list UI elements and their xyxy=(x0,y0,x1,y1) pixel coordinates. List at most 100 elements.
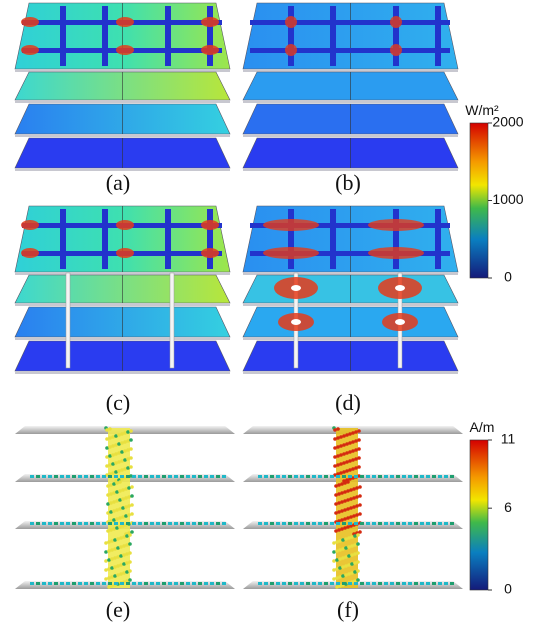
vector-dot xyxy=(384,475,388,478)
vector-dot xyxy=(258,582,262,585)
vector-dot xyxy=(204,475,208,478)
vector-dot xyxy=(288,475,292,478)
vector-dot xyxy=(90,582,94,585)
vector-dot xyxy=(384,582,388,585)
vector-dot xyxy=(354,475,358,478)
colorbar-tick-label: 6 xyxy=(504,499,512,515)
vector-dot xyxy=(114,522,118,525)
vector-dot xyxy=(357,465,361,469)
vector-dot xyxy=(354,522,358,525)
vector-dot xyxy=(42,582,46,585)
vector-dot xyxy=(216,522,220,525)
vector-dot xyxy=(102,475,106,478)
vector-dot xyxy=(162,522,166,525)
vector-dot xyxy=(186,475,190,478)
vector-dot xyxy=(78,475,82,478)
vector-dot xyxy=(60,582,64,585)
vector-dot xyxy=(270,522,274,525)
hot-spot xyxy=(116,248,134,258)
vector-dot xyxy=(336,427,340,431)
vector-dot xyxy=(312,522,316,525)
vector-dot xyxy=(129,438,133,442)
vector-dot xyxy=(108,475,112,478)
colorbar-tick-label: 1000 xyxy=(492,191,523,207)
vector-dot xyxy=(294,522,298,525)
conductor xyxy=(435,6,441,66)
plate-edge xyxy=(15,337,230,340)
vector-dot xyxy=(360,475,364,478)
vector-dot xyxy=(204,582,208,585)
vector-dot xyxy=(210,582,214,585)
hot-spot xyxy=(21,17,39,27)
vector-dot xyxy=(96,522,100,525)
hot-spot xyxy=(263,247,319,259)
vector-dot xyxy=(306,475,310,478)
vector-dot xyxy=(306,582,310,585)
vector-dot xyxy=(360,582,364,585)
vector-dot xyxy=(222,522,226,525)
vector-dot xyxy=(120,475,124,478)
vector-dot xyxy=(300,582,304,585)
vector-dot xyxy=(128,551,132,555)
vector-dot xyxy=(132,582,136,585)
vector-dot xyxy=(120,582,124,585)
conductor xyxy=(102,6,108,66)
vector-dot xyxy=(130,530,134,534)
vector-dot xyxy=(342,582,346,585)
vector-dot xyxy=(72,582,76,585)
vector-dot xyxy=(402,582,406,585)
vector-dot xyxy=(150,475,154,478)
vector-dot xyxy=(360,522,364,525)
vector-dot xyxy=(358,503,362,507)
vector-dot xyxy=(300,522,304,525)
vector-dot xyxy=(130,485,134,489)
vector-dot xyxy=(354,582,358,585)
vector-dot xyxy=(324,475,328,478)
vector-dot xyxy=(54,522,58,525)
vector-dot xyxy=(128,542,132,546)
vector-dot xyxy=(130,494,134,498)
panel-label: (f) xyxy=(337,597,359,622)
vector-dot xyxy=(102,582,106,585)
conductor xyxy=(250,20,450,25)
panel-label: (e) xyxy=(106,597,130,622)
vector-dot xyxy=(180,475,184,478)
vector-dot xyxy=(444,522,448,525)
vector-dot xyxy=(402,475,406,478)
plate-edge xyxy=(243,371,458,374)
vector-dot xyxy=(30,522,34,525)
vector-dot xyxy=(324,522,328,525)
vector-dot xyxy=(54,582,58,585)
vector-dot xyxy=(288,522,292,525)
vector-dot xyxy=(144,522,148,525)
vector-dot xyxy=(356,542,360,546)
vector-dot xyxy=(414,522,418,525)
vector-dot xyxy=(414,475,418,478)
vector-dot xyxy=(168,475,172,478)
vector-dot xyxy=(270,475,274,478)
vector-dot xyxy=(356,578,360,582)
vector-dot xyxy=(444,582,448,585)
vector-dot xyxy=(408,522,412,525)
vector-dot xyxy=(180,582,184,585)
vector-dot xyxy=(330,475,334,478)
vector-dot xyxy=(348,475,352,478)
vector-dot xyxy=(357,429,361,433)
plate-edge xyxy=(15,100,230,103)
vector-dot xyxy=(294,582,298,585)
conductor xyxy=(330,6,336,66)
vector-dot xyxy=(438,582,442,585)
vector-dot xyxy=(132,522,136,525)
plate-edge xyxy=(15,69,230,72)
vector-dot xyxy=(210,475,214,478)
vector-dot xyxy=(372,522,376,525)
vector-dot xyxy=(66,475,70,478)
hot-spot xyxy=(390,16,402,28)
hot-spot xyxy=(263,219,319,231)
vector-dot xyxy=(408,582,412,585)
vector-dot xyxy=(66,582,70,585)
vector-dot xyxy=(426,582,430,585)
vector-dot xyxy=(276,582,280,585)
vector-dot xyxy=(330,582,334,585)
vector-dot xyxy=(114,475,118,478)
